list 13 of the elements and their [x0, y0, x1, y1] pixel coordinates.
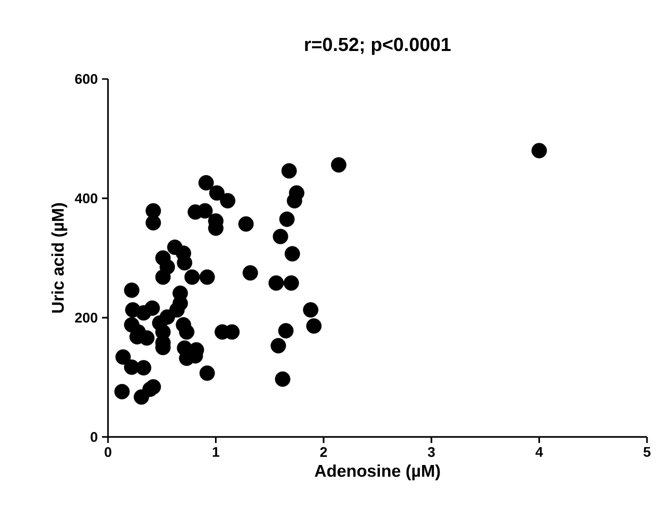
y-tick-label: 0: [90, 432, 98, 442]
x-tick-label: 0: [104, 447, 112, 457]
x-tick-label: 3: [428, 447, 435, 457]
x-tick-label: 2: [320, 447, 327, 457]
y-tick-label: 600: [75, 74, 98, 84]
x-tick-label: 5: [644, 447, 650, 457]
y-tick-label: 200: [75, 312, 98, 323]
chart-title: r=0.52; p<0.0001: [305, 38, 451, 55]
y-tick-label: 400: [74, 193, 98, 204]
x-tick-label: 1: [212, 447, 220, 457]
x-tick-label: 4: [536, 447, 544, 457]
x-axis-title: Adenosine (µM): [314, 464, 440, 480]
y-axis-title: Uric acid (µM): [51, 203, 68, 313]
